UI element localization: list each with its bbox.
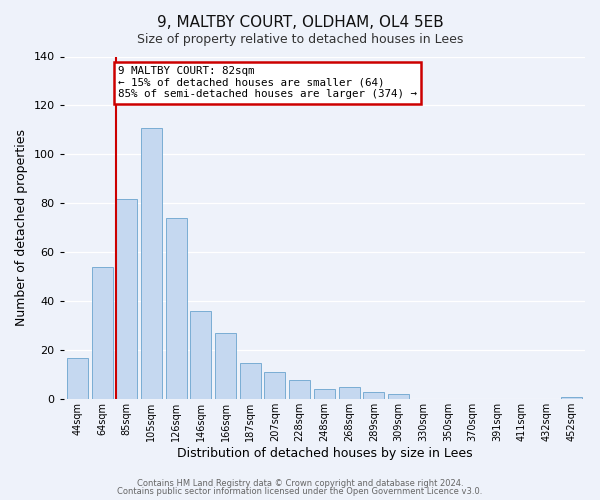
Bar	[141, 128, 162, 400]
Bar	[67, 358, 88, 400]
Bar	[190, 311, 211, 400]
Bar	[338, 387, 359, 400]
X-axis label: Distribution of detached houses by size in Lees: Distribution of detached houses by size …	[176, 447, 472, 460]
Bar	[561, 397, 582, 400]
Text: Contains HM Land Registry data © Crown copyright and database right 2024.: Contains HM Land Registry data © Crown c…	[137, 479, 463, 488]
Text: Size of property relative to detached houses in Lees: Size of property relative to detached ho…	[137, 32, 463, 46]
Bar	[388, 394, 409, 400]
Bar	[215, 333, 236, 400]
Bar	[314, 390, 335, 400]
Y-axis label: Number of detached properties: Number of detached properties	[15, 130, 28, 326]
Bar	[166, 218, 187, 400]
Bar	[240, 362, 261, 400]
Text: Contains public sector information licensed under the Open Government Licence v3: Contains public sector information licen…	[118, 487, 482, 496]
Bar	[92, 267, 113, 400]
Bar	[289, 380, 310, 400]
Bar	[363, 392, 384, 400]
Bar	[265, 372, 286, 400]
Text: 9 MALTBY COURT: 82sqm
← 15% of detached houses are smaller (64)
85% of semi-deta: 9 MALTBY COURT: 82sqm ← 15% of detached …	[118, 66, 417, 100]
Text: 9, MALTBY COURT, OLDHAM, OL4 5EB: 9, MALTBY COURT, OLDHAM, OL4 5EB	[157, 15, 443, 30]
Bar	[116, 198, 137, 400]
